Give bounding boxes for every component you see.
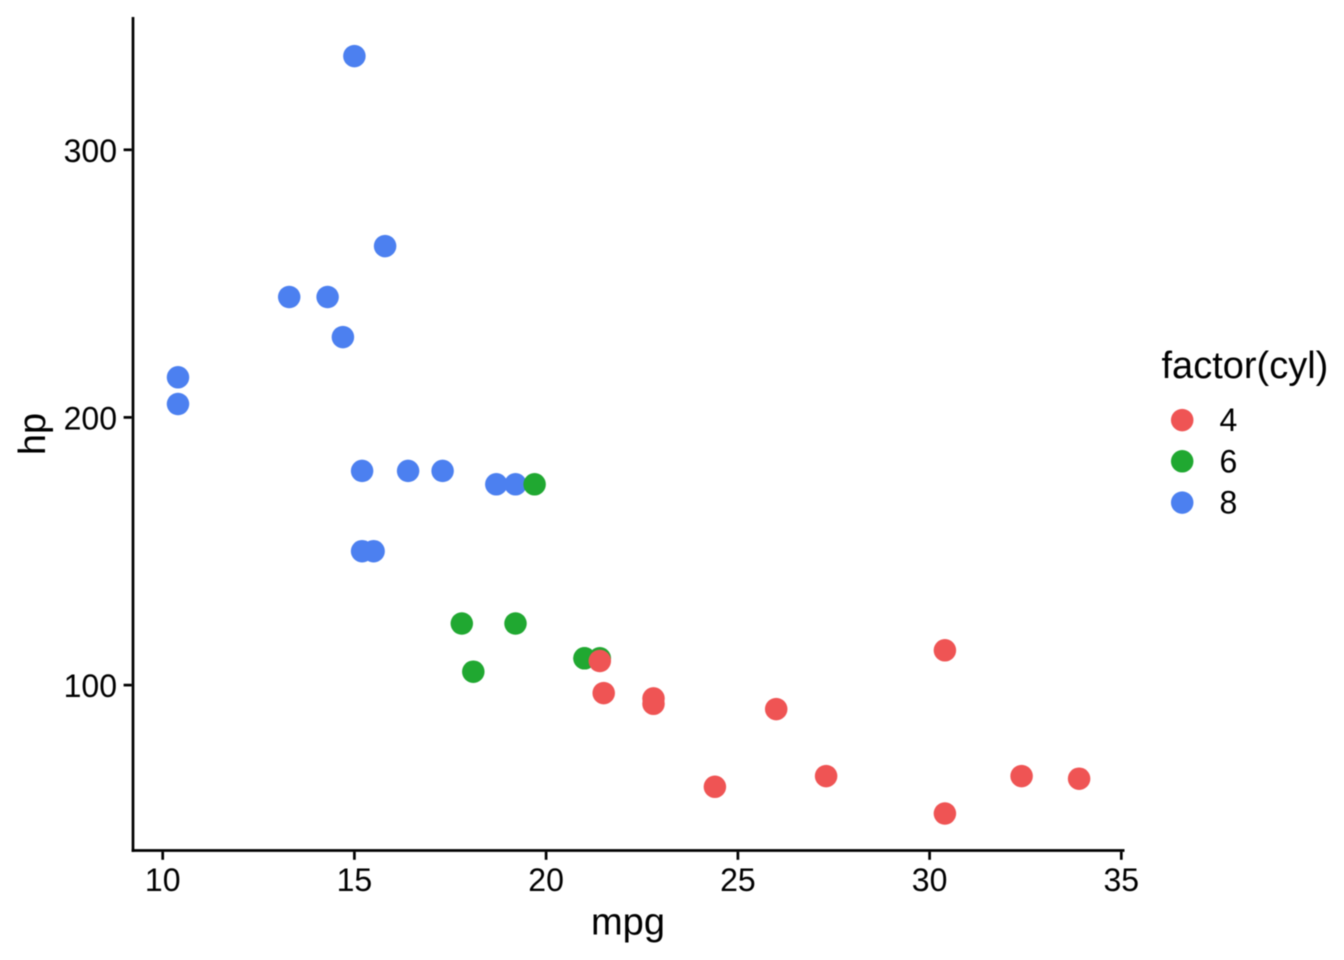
svg-text:300: 300 — [64, 133, 117, 169]
svg-text:10: 10 — [145, 862, 181, 898]
svg-text:100: 100 — [64, 668, 117, 704]
svg-text:6: 6 — [1220, 443, 1238, 479]
svg-text:4: 4 — [1220, 402, 1238, 438]
svg-text:hp: hp — [12, 413, 54, 455]
svg-text:35: 35 — [1104, 862, 1140, 898]
svg-text:20: 20 — [528, 862, 564, 898]
svg-text:15: 15 — [337, 862, 373, 898]
svg-text:factor(cyl): factor(cyl) — [1162, 345, 1329, 387]
svg-text:mpg: mpg — [591, 902, 665, 944]
svg-text:30: 30 — [912, 862, 948, 898]
svg-text:8: 8 — [1220, 485, 1238, 521]
svg-text:200: 200 — [64, 401, 117, 437]
svg-text:25: 25 — [720, 862, 756, 898]
